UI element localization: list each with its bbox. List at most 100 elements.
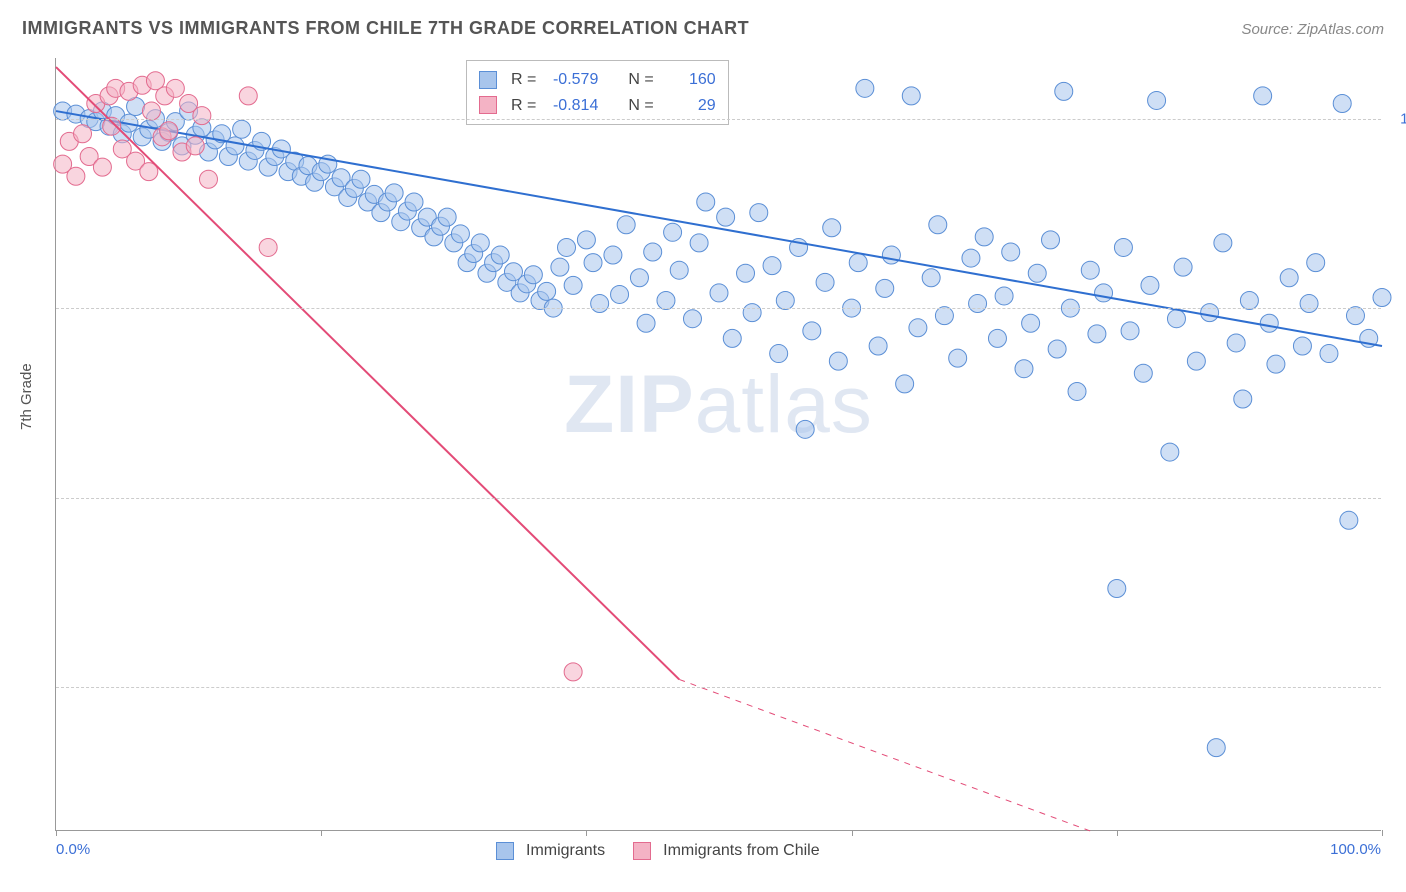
data-point bbox=[524, 266, 542, 284]
data-point bbox=[551, 258, 569, 276]
data-point bbox=[935, 307, 953, 325]
data-point bbox=[962, 249, 980, 267]
data-point bbox=[644, 243, 662, 261]
source-label: Source: ZipAtlas.com bbox=[1241, 21, 1384, 38]
data-point bbox=[1174, 258, 1192, 276]
data-point bbox=[1095, 284, 1113, 302]
n-label-1: N = bbox=[628, 93, 653, 119]
y-tick-label: 100.0% bbox=[1391, 110, 1406, 127]
data-point bbox=[591, 295, 609, 313]
data-point bbox=[995, 287, 1013, 305]
data-point bbox=[67, 167, 85, 185]
data-point bbox=[1055, 82, 1073, 100]
data-point bbox=[1340, 511, 1358, 529]
data-point bbox=[1042, 231, 1060, 249]
data-point bbox=[1234, 390, 1252, 408]
regression-line-extrapolated bbox=[679, 679, 1090, 831]
data-point bbox=[233, 120, 251, 138]
plot-area: ZIPatlas R = -0.579 N = 160 R = -0.814 N… bbox=[55, 58, 1381, 831]
data-point bbox=[697, 193, 715, 211]
data-point bbox=[1300, 295, 1318, 313]
data-point bbox=[438, 208, 456, 226]
data-point bbox=[352, 170, 370, 188]
data-point bbox=[829, 352, 847, 370]
data-point bbox=[1293, 337, 1311, 355]
swatch-immigrants bbox=[479, 71, 497, 89]
data-point bbox=[385, 184, 403, 202]
data-point bbox=[1373, 288, 1391, 306]
legend-label-0: Immigrants bbox=[526, 842, 605, 860]
data-point bbox=[93, 158, 111, 176]
data-point bbox=[849, 254, 867, 272]
data-point bbox=[743, 304, 761, 322]
data-point bbox=[1068, 382, 1086, 400]
legend-label-1: Immigrants from Chile bbox=[663, 842, 819, 860]
data-point bbox=[670, 261, 688, 279]
data-point bbox=[558, 238, 576, 256]
data-point bbox=[538, 282, 556, 300]
data-point bbox=[1214, 234, 1232, 252]
data-point bbox=[750, 204, 768, 222]
data-point bbox=[1081, 261, 1099, 279]
legend-row-chile: R = -0.814 N = 29 bbox=[479, 93, 716, 119]
data-point bbox=[896, 375, 914, 393]
data-point bbox=[611, 285, 629, 303]
r-value-0: -0.579 bbox=[546, 67, 598, 93]
data-point bbox=[657, 292, 675, 310]
data-point bbox=[186, 137, 204, 155]
y-tick-label: 75.0% bbox=[1391, 489, 1406, 506]
data-point bbox=[617, 216, 635, 234]
data-point bbox=[1167, 310, 1185, 328]
data-point bbox=[1227, 334, 1245, 352]
data-point bbox=[604, 246, 622, 264]
data-point bbox=[1201, 304, 1219, 322]
data-point bbox=[1161, 443, 1179, 461]
data-point bbox=[876, 279, 894, 297]
data-point bbox=[491, 246, 509, 264]
data-point bbox=[1108, 579, 1126, 597]
data-point bbox=[969, 295, 987, 313]
chart-header: IMMIGRANTS VS IMMIGRANTS FROM CHILE 7TH … bbox=[22, 18, 1384, 39]
data-point bbox=[1088, 325, 1106, 343]
data-point bbox=[226, 137, 244, 155]
legend-row-immigrants: R = -0.579 N = 160 bbox=[479, 67, 716, 93]
swatch-immigrants-bottom bbox=[496, 842, 514, 860]
y-tick-label: 62.5% bbox=[1391, 679, 1406, 696]
data-point bbox=[710, 284, 728, 302]
data-point bbox=[796, 420, 814, 438]
swatch-chile-bottom bbox=[633, 842, 651, 860]
data-point bbox=[103, 117, 121, 135]
data-point bbox=[922, 269, 940, 287]
data-point bbox=[451, 225, 469, 243]
data-point bbox=[1267, 355, 1285, 373]
n-label-0: N = bbox=[628, 67, 653, 93]
data-point bbox=[1280, 269, 1298, 287]
regression-line bbox=[56, 111, 1382, 346]
data-point bbox=[988, 329, 1006, 347]
data-point bbox=[882, 246, 900, 264]
data-point bbox=[803, 322, 821, 340]
data-point bbox=[577, 231, 595, 249]
data-point bbox=[471, 234, 489, 252]
data-point bbox=[664, 223, 682, 241]
r-value-1: -0.814 bbox=[546, 93, 598, 119]
n-value-0: 160 bbox=[664, 67, 716, 93]
legend-item-immigrants: Immigrants bbox=[496, 842, 605, 860]
data-point bbox=[1148, 91, 1166, 109]
n-value-1: 29 bbox=[664, 93, 716, 119]
data-point bbox=[949, 349, 967, 367]
data-point bbox=[1141, 276, 1159, 294]
data-point bbox=[1307, 254, 1325, 272]
data-point bbox=[1346, 307, 1364, 325]
data-point bbox=[1240, 292, 1258, 310]
data-point bbox=[1048, 340, 1066, 358]
data-point bbox=[823, 219, 841, 237]
data-point bbox=[199, 170, 217, 188]
r-label-1: R = bbox=[511, 93, 536, 119]
chart-svg bbox=[56, 58, 1381, 830]
legend-bottom: Immigrants Immigrants from Chile bbox=[496, 842, 820, 860]
legend-item-chile: Immigrants from Chile bbox=[633, 842, 819, 860]
data-point bbox=[816, 273, 834, 291]
data-point bbox=[259, 238, 277, 256]
r-label-0: R = bbox=[511, 67, 536, 93]
